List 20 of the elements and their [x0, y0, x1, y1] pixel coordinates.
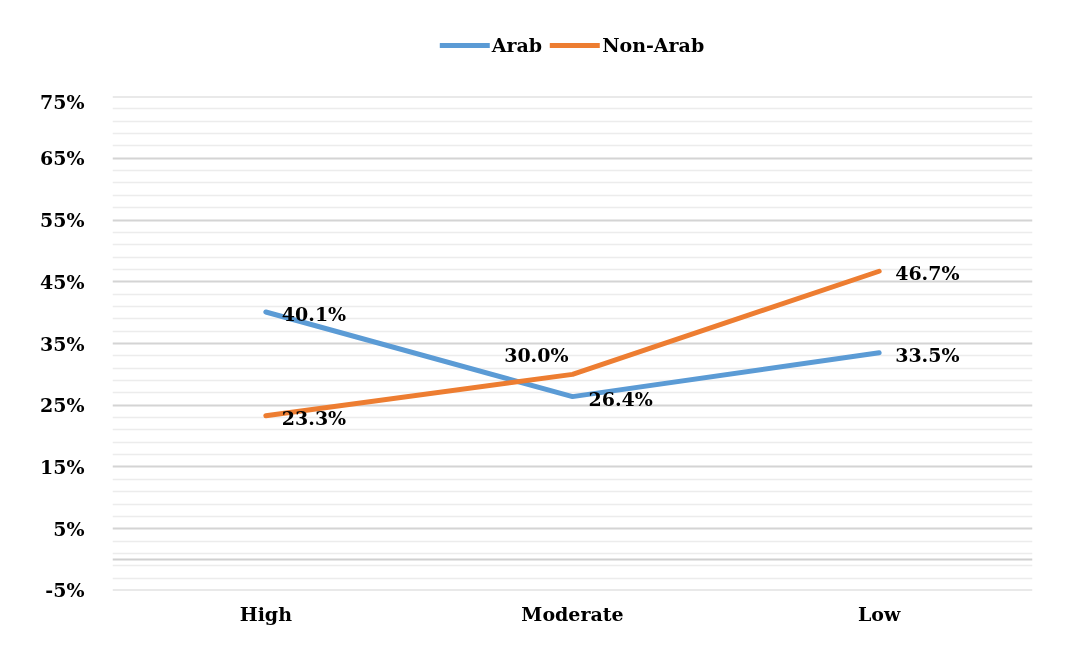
data-label: 40.1%	[281, 303, 347, 326]
y-tick-label: 35%	[40, 332, 85, 355]
data-label: 33.5%	[895, 343, 960, 366]
data-label: 23.3%	[281, 406, 347, 429]
data-label: 30.0%	[504, 344, 569, 367]
data-label: 46.7%	[895, 262, 960, 285]
x-tick-label: Moderate	[521, 602, 624, 625]
y-tick-label: 5%	[53, 517, 85, 540]
x-tick-label: High	[239, 602, 293, 625]
y-tick-label: 55%	[40, 209, 85, 231]
y-tick-label: 25%	[40, 394, 85, 417]
y-tick-label: 45%	[40, 270, 85, 293]
y-tick-label: 15%	[40, 456, 85, 478]
legend-label: Arab	[491, 34, 543, 56]
x-tick-label: Low	[857, 602, 901, 625]
data-label: 26.4%	[588, 387, 653, 410]
y-tick-label: 65%	[40, 147, 85, 170]
legend-label: Non-Arab	[602, 34, 705, 56]
y-tick-label: 75%	[40, 90, 85, 113]
y-tick-label: -5%	[45, 579, 85, 602]
